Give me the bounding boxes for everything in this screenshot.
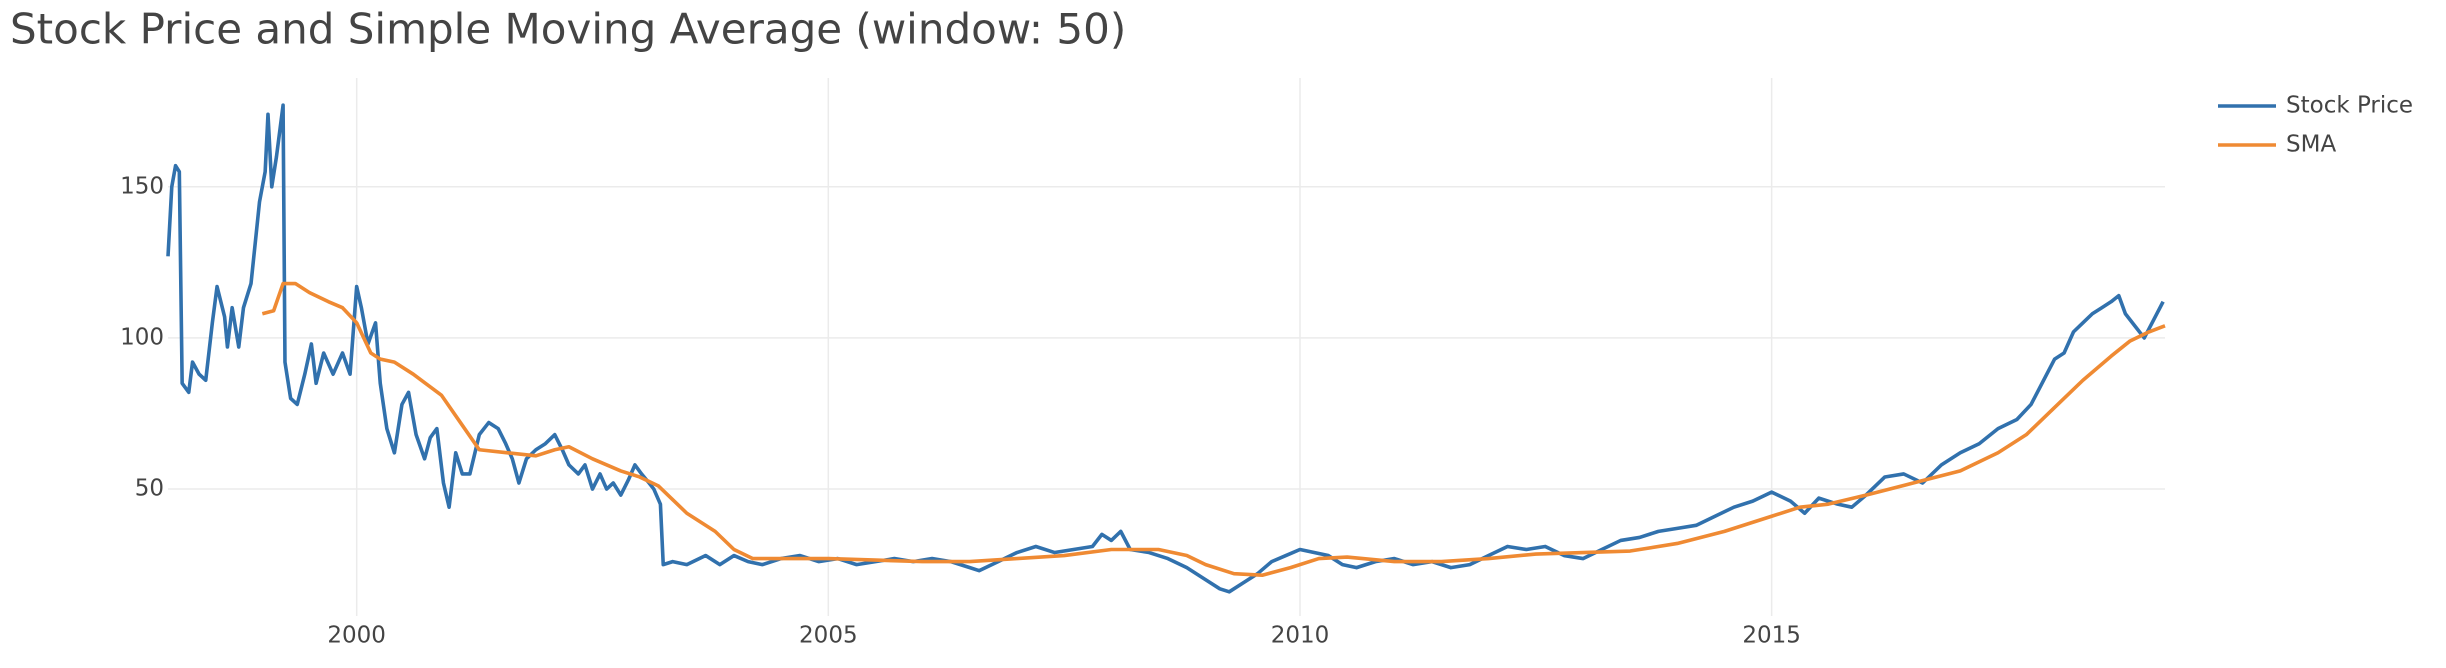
grid: 50 100 150 2000 2005 2010 2015 bbox=[120, 78, 2165, 649]
y-tick-label: 100 bbox=[120, 324, 164, 350]
x-tick-label: 2015 bbox=[1742, 623, 1801, 649]
legend-label: SMA bbox=[2286, 132, 2336, 158]
chart-title: Stock Price and Simple Moving Average (w… bbox=[10, 5, 1126, 54]
x-tick-label: 2005 bbox=[799, 623, 858, 649]
y-tick-label: 50 bbox=[135, 476, 164, 502]
plot-area bbox=[166, 103, 2166, 594]
series-line bbox=[261, 281, 2166, 577]
series-line bbox=[166, 103, 2165, 594]
legend-label: Stock Price bbox=[2286, 93, 2413, 119]
x-tick-label: 2000 bbox=[327, 623, 386, 649]
x-tick-label: 2010 bbox=[1271, 623, 1330, 649]
y-tick-label: 150 bbox=[120, 173, 164, 199]
legend: Stock Price SMA bbox=[2218, 93, 2413, 158]
